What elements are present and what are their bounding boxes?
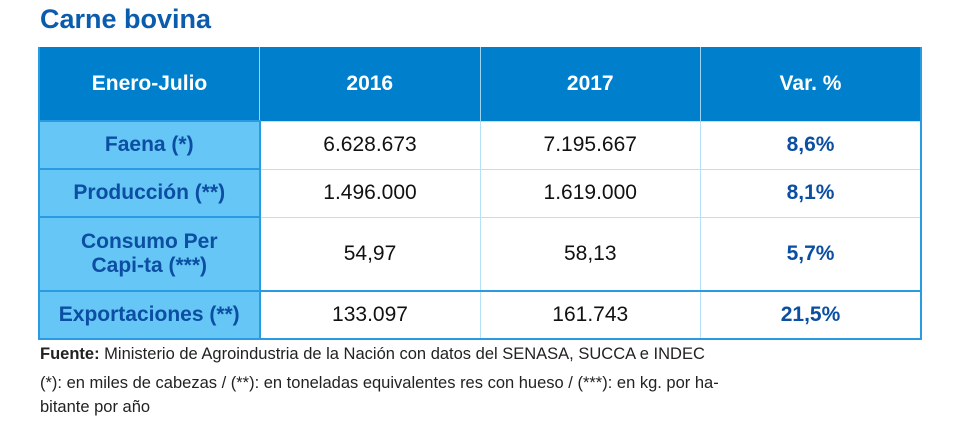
cell-var: 21,5%	[700, 289, 921, 339]
cell-2016: 1.496.000	[259, 168, 480, 217]
source-text: Ministerio de Agroindustria de la Nación…	[99, 345, 705, 363]
source-note: Fuente: Ministerio de Agroindustria de l…	[40, 345, 705, 364]
cell-2017: 58,13	[479, 216, 701, 291]
row-label: Producción (**)	[38, 168, 261, 217]
table-row: Exportaciones (**) 133.097 161.743 21,5%	[38, 289, 921, 339]
table-row: Faena (*) 6.628.673 7.195.667 8,6%	[38, 120, 921, 169]
header-2016: 2016	[259, 47, 480, 121]
table-row: Consumo Per Capi-ta (***) 54,97 58,13 5,…	[38, 216, 921, 291]
cell-2017: 7.195.667	[479, 120, 701, 169]
cell-var: 8,1%	[700, 168, 921, 217]
page-title: Carne bovina	[40, 4, 212, 34]
header-var: Var. %	[700, 47, 921, 121]
cell-2017: 1.619.000	[479, 168, 701, 217]
notes-line-1: (*): en miles de cabezas / (**): en tone…	[40, 374, 719, 392]
header-period: Enero-Julio	[39, 47, 260, 121]
cell-2017: 161.743	[479, 289, 701, 339]
header-2017: 2017	[479, 47, 701, 121]
table-row: Producción (**) 1.496.000 1.619.000 8,1%	[38, 168, 921, 217]
cell-2016: 54,97	[259, 216, 480, 291]
cell-var: 8,6%	[700, 120, 921, 169]
data-table: Enero-Julio 2016 2017 Var. % Faena (*) 6…	[38, 47, 922, 340]
cell-var: 5,7%	[700, 216, 921, 291]
cell-2016: 133.097	[259, 289, 480, 339]
source-label: Fuente:	[40, 345, 100, 363]
row-label: Exportaciones (**)	[38, 289, 261, 339]
notes-line-2: bitante por año	[40, 398, 151, 416]
row-label: Faena (*)	[38, 120, 261, 169]
cell-2016: 6.628.673	[259, 120, 480, 169]
row-label: Consumo Per Capi-ta (***)	[38, 216, 261, 291]
